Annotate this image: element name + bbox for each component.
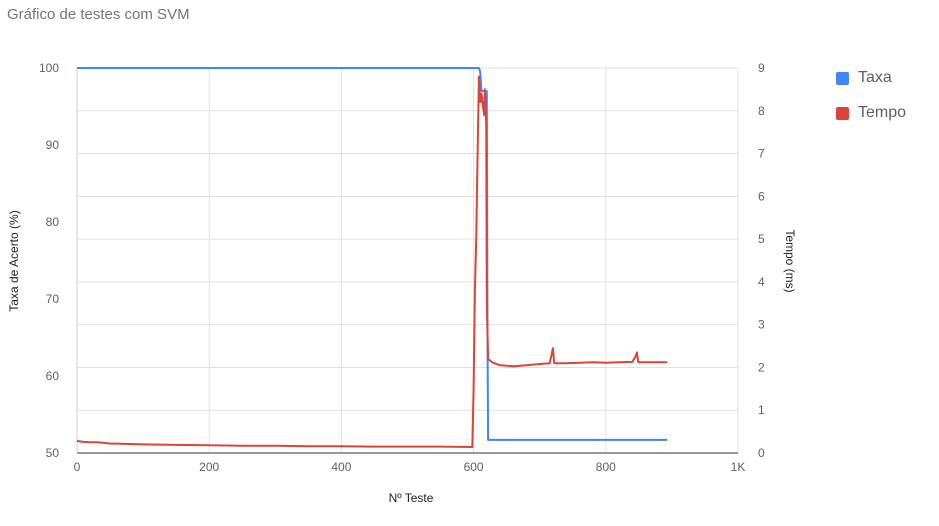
legend-swatch-taxa [836,71,849,85]
series-line-tempo [76,75,668,448]
series-lines [76,67,668,448]
y-left-tick-label: 50 [46,446,60,460]
x-tick-label: 800 [596,460,616,474]
legend-label-tempo: Tempo [858,104,907,121]
y-left-tick-label: 90 [46,138,60,152]
y-right-tick-label: 3 [758,318,765,332]
y-right-tick-label: 9 [758,61,765,75]
gridlines [77,67,739,453]
y-left-tick-label: 60 [46,369,60,383]
legend-item-taxa: Taxa [836,66,906,90]
y-right-tick-label: 0 [758,446,765,460]
y-right-tick-label: 2 [758,360,765,374]
y-left-tick-label: 80 [46,215,60,229]
y-right-tick-label: 5 [758,232,765,246]
chart-title: Gráfico de testes com SVM [7,6,190,23]
y-right-tick-label: 8 [758,104,765,118]
x-tick-label: 0 [74,460,81,474]
y-right-tick-label: 1 [758,403,765,417]
y-right-tick-label: 6 [758,189,765,203]
legend-item-tempo: Tempo [836,101,906,125]
legend-swatch-tempo [836,106,849,120]
legend: Taxa Tempo [836,66,906,136]
series-line-taxa [77,67,668,441]
y-left-tick-label: 100 [39,61,59,75]
y-left-axis-title: Taxa de Acerto (%) [7,210,21,311]
y-right-tick-label: 4 [758,275,765,289]
x-tick-label: 400 [331,460,351,474]
x-tick-label: 200 [199,460,219,474]
y-left-tick-label: 70 [46,292,60,306]
x-tick-label: 1K [731,460,746,474]
x-axis-title: Nº Teste [389,491,434,505]
legend-label-taxa: Taxa [858,69,892,86]
y-right-tick-label: 7 [758,147,765,161]
x-tick-label: 600 [464,460,484,474]
y-right-axis-title: Tempo (ms) [783,229,797,292]
axes [76,68,738,454]
